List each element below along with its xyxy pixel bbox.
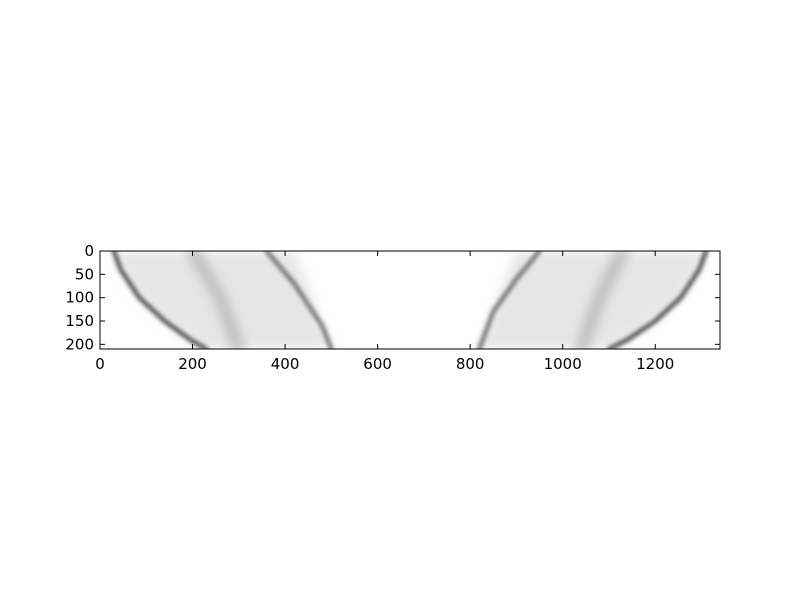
x-tick-label: 800 xyxy=(456,355,485,373)
x-tick-label: 1200 xyxy=(636,355,674,373)
heatmap-feature-left-curved-boundary xyxy=(111,251,209,349)
heatmap-feature-right-curved-boundary xyxy=(606,251,709,349)
heatmap-feature-right-inner-diagonal xyxy=(477,251,542,349)
lens-shading xyxy=(113,251,707,349)
heatmap-intensity-layer xyxy=(111,251,709,349)
plot-frame xyxy=(99,250,721,350)
plot-area xyxy=(100,251,720,349)
x-tick-label: 400 xyxy=(271,355,300,373)
heatmap-feature-left-inner-diagonal xyxy=(264,251,334,349)
x-axis: 0 200 400 600 800 1000 1200 xyxy=(95,251,674,373)
x-tick-label: 200 xyxy=(178,355,207,373)
x-tick-label: 1000 xyxy=(544,355,582,373)
x-tick-label: 600 xyxy=(363,355,392,373)
x-tick-label: 0 xyxy=(95,355,105,373)
y-tick-label: 200 xyxy=(65,335,94,353)
heatmap-feature-left-shadow-diagonal xyxy=(187,251,244,349)
y-tick-label: 50 xyxy=(75,265,94,283)
y-tick-label: 150 xyxy=(65,312,94,330)
y-tick-label: 0 xyxy=(84,242,94,260)
y-tick-label: 100 xyxy=(65,289,94,307)
heatmap-feature-right-shadow-diagonal xyxy=(576,251,628,349)
y-axis: 0 50 100 150 200 xyxy=(65,242,720,353)
